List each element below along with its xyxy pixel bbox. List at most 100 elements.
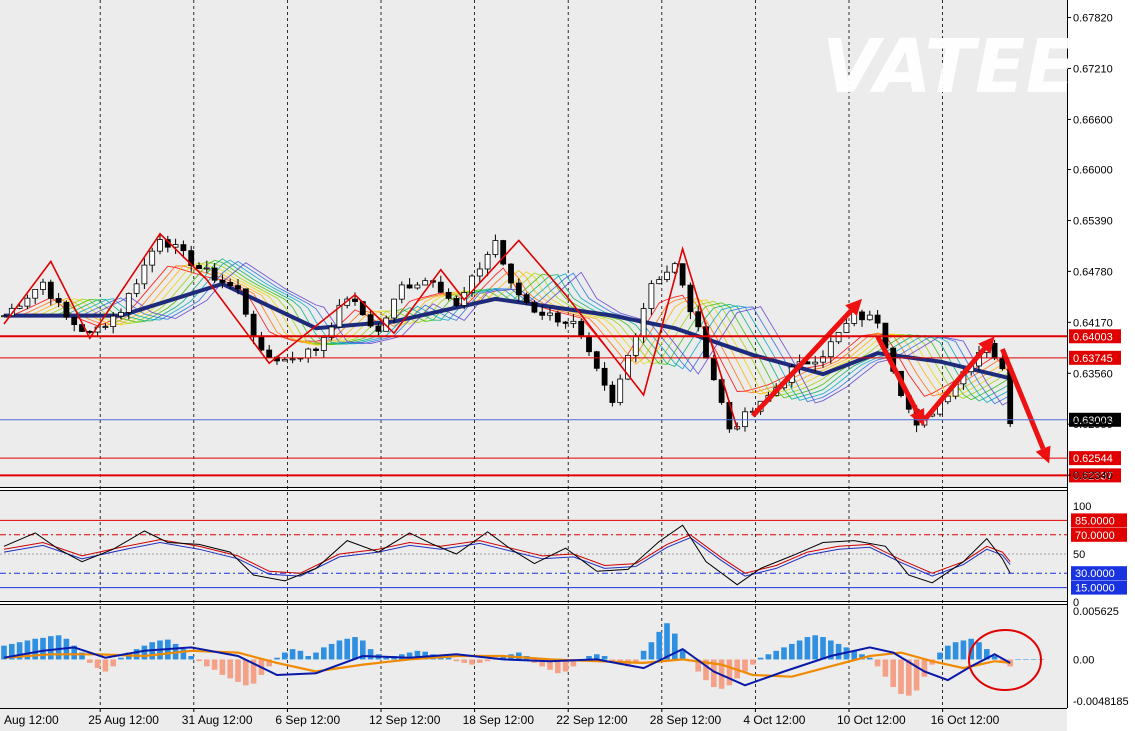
- candle-body: [710, 357, 717, 381]
- candle-body: [812, 361, 819, 365]
- level-label-box: [1069, 468, 1121, 483]
- level-label-box: [1069, 412, 1121, 427]
- level-label-box: [1069, 451, 1121, 466]
- macd-histogram-bar: [110, 659, 116, 667]
- candle: [406, 278, 413, 289]
- macd-histogram-bar: [750, 659, 756, 665]
- candle: [812, 355, 819, 372]
- macd-histogram-bar: [500, 656, 506, 660]
- macd-histogram-bar: [913, 659, 920, 691]
- macd-histogram-bar: [321, 647, 327, 660]
- macd-histogram-bar: [282, 652, 288, 660]
- candle-body: [266, 349, 273, 358]
- candle: [531, 300, 538, 314]
- candle: [476, 262, 483, 284]
- candle: [609, 381, 616, 407]
- macd-histogram-bar: [945, 645, 951, 660]
- macd-histogram-bar: [921, 659, 928, 677]
- candle-body: [157, 239, 163, 252]
- macd-histogram-bar: [984, 649, 990, 660]
- candle: [180, 240, 187, 259]
- candle-body: [196, 265, 202, 270]
- macd-histogram-bar: [991, 656, 998, 660]
- candle-body: [695, 311, 702, 328]
- candle-body: [242, 288, 249, 315]
- candle: [437, 275, 444, 293]
- macd-histogram-bar: [235, 659, 241, 682]
- macd-histogram-bar: [555, 659, 561, 674]
- macd-histogram-bar: [726, 659, 733, 686]
- candle: [866, 310, 873, 321]
- trend-arrow-shaft: [875, 335, 920, 413]
- candle-body: [320, 337, 327, 351]
- candle-body: [32, 289, 39, 299]
- candle-body: [110, 315, 117, 327]
- level-label: 0.62544: [1069, 451, 1121, 466]
- candle: [843, 318, 850, 333]
- time-tick-label: 6 Sep 12:00: [275, 713, 340, 727]
- price-tick-label: 0.64780: [1073, 266, 1113, 278]
- candle-body: [476, 268, 483, 277]
- macd-histogram-bar: [648, 642, 655, 660]
- trend-arrow: [875, 335, 925, 426]
- candle: [508, 263, 514, 289]
- macd-histogram-bar: [16, 642, 23, 660]
- trend-arrow-shaft: [922, 347, 987, 422]
- candle-body: [149, 250, 156, 266]
- macd-histogram-bar: [445, 657, 452, 660]
- candle-body: [86, 331, 93, 333]
- macd-histogram-bar: [32, 638, 38, 660]
- macd-histogram-bar: [960, 640, 967, 660]
- candle-body: [648, 283, 655, 309]
- candle: [63, 300, 70, 320]
- macd-histogram-bar: [640, 650, 647, 660]
- candle: [414, 281, 421, 290]
- macd-histogram-bar: [601, 656, 608, 660]
- macd-histogram-bar: [87, 659, 93, 663]
- rsi-level-label: 85.0000: [1071, 513, 1127, 528]
- candle: [328, 322, 335, 341]
- candle: [679, 263, 686, 288]
- trend-arrow-shaft: [1000, 348, 1046, 450]
- macd-histogram-bar: [703, 659, 709, 681]
- macd-histogram-bar: [796, 640, 803, 660]
- candle: [40, 278, 46, 296]
- candle-body: [281, 359, 288, 362]
- macd-histogram-bar: [804, 637, 811, 660]
- candle-body: [63, 301, 70, 318]
- level-label-text: 0.64003: [1073, 331, 1113, 343]
- macd-histogram-bar: [882, 659, 889, 677]
- candle: [266, 344, 273, 359]
- level-label: 0.63003: [1069, 412, 1121, 427]
- rsi-level-box: [1071, 580, 1127, 595]
- candle: [235, 278, 241, 295]
- candle: [367, 311, 374, 328]
- macd-histogram-bar: [367, 649, 374, 660]
- candle: [539, 305, 546, 320]
- candle-body: [313, 348, 319, 351]
- macd-histogram-bar: [976, 642, 982, 660]
- ribbon-ma-line: [4, 265, 1011, 397]
- macd-histogram-bar: [211, 659, 218, 670]
- macd-histogram-bar: [274, 657, 280, 660]
- candle-body: [601, 367, 608, 386]
- macd-histogram-bar: [1023, 659, 1029, 660]
- macd-histogram-bar: [820, 637, 826, 660]
- macd-histogram-bar: [461, 659, 467, 663]
- price-tick-label: 0.67820: [1073, 13, 1113, 25]
- macd-histogram-bar: [547, 659, 553, 670]
- candle-body: [305, 348, 312, 359]
- time-tick-label: 18 Sep 12:00: [463, 713, 535, 727]
- candle-body: [414, 284, 421, 289]
- macd-histogram-bar: [828, 640, 834, 660]
- ribbon-ma-line: [4, 260, 1011, 405]
- rsi-level-text: 30.0000: [1075, 568, 1115, 580]
- rsi-level-box: [1071, 513, 1127, 528]
- candle: [1, 314, 7, 318]
- macd-histogram-bar: [835, 643, 842, 660]
- level-label-box: [1069, 329, 1121, 344]
- trend-arrow-head: [978, 336, 995, 354]
- candle-body: [554, 312, 561, 323]
- macd-histogram-bar: [1015, 659, 1021, 660]
- candle-body: [422, 280, 429, 286]
